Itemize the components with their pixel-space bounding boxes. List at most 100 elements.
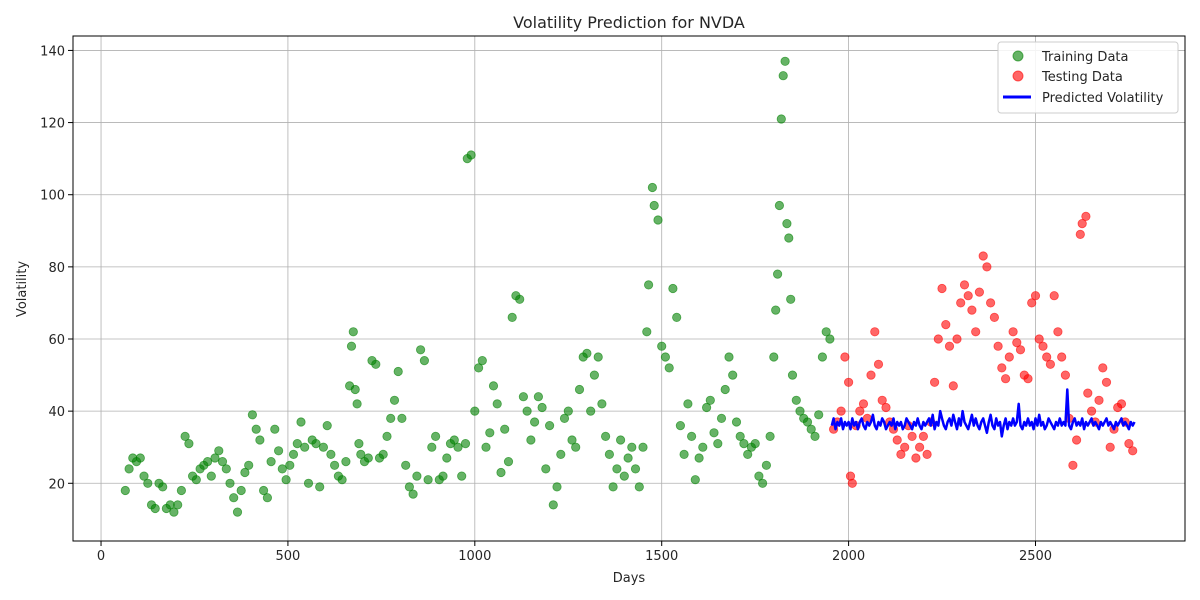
data-point [415, 345, 426, 355]
data-point [262, 493, 272, 503]
y-tick-label: 120 [40, 117, 65, 132]
data-point [985, 298, 996, 308]
data-point [989, 312, 1000, 322]
data-point [492, 399, 502, 409]
y-tick-label: 20 [48, 477, 65, 492]
y-axis-label: Volatility [15, 261, 30, 317]
data-point [281, 475, 291, 485]
data-point [143, 478, 153, 488]
data-point [615, 435, 626, 445]
data-point [350, 384, 360, 395]
data-point [643, 280, 654, 290]
data-point [922, 449, 932, 459]
data-point [896, 449, 906, 459]
data-point [124, 464, 134, 474]
data-point [229, 493, 239, 503]
data-point [647, 182, 658, 193]
data-point [941, 319, 951, 330]
data-point [184, 438, 194, 449]
data-point [772, 269, 783, 279]
data-point [1049, 291, 1059, 301]
data-point [802, 417, 813, 427]
data-point [442, 453, 452, 463]
data-point [840, 352, 850, 362]
data-point [675, 420, 686, 431]
data-point [247, 410, 257, 420]
data-point [401, 460, 411, 470]
data-point [526, 435, 536, 445]
data-point [933, 334, 943, 344]
data-point [881, 402, 891, 413]
grid [73, 36, 1185, 541]
data-point [326, 449, 336, 459]
data-point [959, 280, 970, 290]
data-point [221, 464, 231, 474]
data-point [1077, 219, 1087, 229]
data-point [559, 413, 570, 423]
data-point [258, 485, 269, 496]
data-point [485, 428, 495, 438]
data-point [993, 341, 1003, 351]
data-point [240, 467, 250, 478]
data-point [217, 456, 228, 467]
data-point [563, 406, 573, 416]
data-point [653, 215, 663, 225]
data-point [1030, 291, 1041, 301]
data-point [971, 327, 981, 337]
data-point [786, 294, 796, 304]
data-point [866, 370, 876, 380]
data-point [586, 406, 596, 416]
data-point [460, 438, 471, 449]
data-point [210, 453, 220, 463]
data-point [705, 395, 715, 405]
data-point [735, 431, 745, 441]
data-point [518, 392, 529, 402]
data-point [720, 384, 730, 395]
data-point [836, 406, 846, 416]
data-point [642, 327, 652, 337]
data-point [150, 503, 160, 514]
data-point [169, 507, 179, 517]
data-point [1034, 334, 1044, 344]
data-point [1081, 211, 1091, 221]
y-tick-label: 80 [48, 261, 65, 276]
data-point [657, 341, 667, 351]
data-point [843, 377, 854, 387]
data-point [1060, 370, 1071, 380]
data-point [743, 449, 753, 459]
data-point [1124, 438, 1134, 449]
data-point [929, 377, 940, 387]
data-point [679, 449, 689, 459]
data-point [952, 334, 962, 344]
data-point [341, 456, 351, 467]
legend: Training Data Testing Data Predicted Vol… [997, 41, 1179, 114]
x-tick-label: 1500 [645, 549, 678, 564]
data-point [911, 453, 921, 463]
data-point [244, 460, 254, 470]
data-point [1038, 341, 1048, 351]
data-point [315, 482, 325, 492]
data-point [318, 442, 328, 452]
data-point [1128, 446, 1138, 456]
data-point [683, 399, 693, 409]
data-point [1068, 460, 1078, 470]
data-point [500, 424, 510, 434]
data-point [771, 305, 781, 315]
data-point [784, 233, 794, 243]
data-point [937, 283, 947, 294]
data-point [1116, 399, 1127, 409]
data-point [541, 464, 551, 474]
data-point [356, 449, 366, 459]
data-point [963, 291, 973, 301]
data-point [139, 471, 149, 481]
data-point [571, 442, 581, 452]
data-point [780, 56, 790, 66]
data-point [914, 442, 925, 452]
data-point [158, 482, 168, 492]
data-point [206, 471, 216, 481]
data-point [1094, 395, 1104, 405]
data-point [1023, 374, 1033, 384]
data-point [427, 442, 437, 452]
data-point [638, 442, 648, 452]
